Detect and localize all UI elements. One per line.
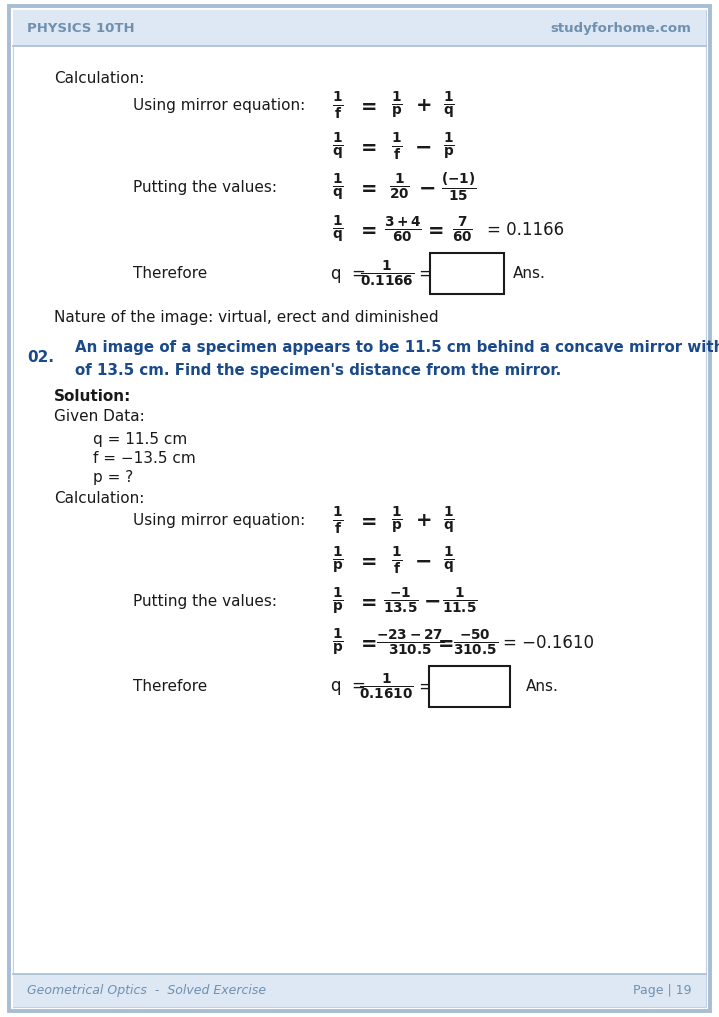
Text: $\mathbf{\frac{1}{q}}$: $\mathbf{\frac{1}{q}}$	[444, 505, 455, 536]
Bar	[13, 974, 706, 1007]
Text: $\mathbf{=}$: $\mathbf{=}$	[357, 592, 377, 610]
Text: $\mathbf{\frac{7}{60}}$: $\mathbf{\frac{7}{60}}$	[452, 215, 473, 245]
Text: Therefore: Therefore	[133, 679, 207, 694]
Bar	[429, 666, 510, 707]
Text: $\mathbf{\frac{1}{q}}$: $\mathbf{\frac{1}{q}}$	[444, 545, 455, 576]
Text: $\mathbf{+}$: $\mathbf{+}$	[415, 512, 431, 530]
Text: $\mathbf{=}$: $\mathbf{=}$	[357, 634, 377, 652]
Text: Putting the values:: Putting the values:	[133, 180, 277, 194]
Text: $\mathbf{=}$: $\mathbf{=}$	[357, 221, 377, 239]
Text: $\mathbf{\frac{1}{0.1166}}$: $\mathbf{\frac{1}{0.1166}}$	[360, 258, 414, 289]
Text: $\mathbf{\frac{1}{f}}$: $\mathbf{\frac{1}{f}}$	[391, 131, 403, 162]
Text: Solution:: Solution:	[54, 390, 132, 404]
Text: Given Data:: Given Data:	[54, 410, 145, 424]
Text: q  =: q =	[331, 677, 366, 696]
Text: $\mathbf{-}$: $\mathbf{-}$	[414, 550, 431, 571]
Text: $\mathbf{\frac{1}{f}}$: $\mathbf{\frac{1}{f}}$	[332, 91, 344, 121]
Text: Therefore: Therefore	[133, 266, 207, 281]
Text: Geometrical Optics  -  Solved Exercise: Geometrical Optics - Solved Exercise	[27, 984, 267, 997]
Text: $\mathbf{-}$: $\mathbf{-}$	[423, 591, 440, 611]
Text: studyforhome.com: studyforhome.com	[216, 417, 589, 722]
Text: $\mathbf{\frac{1}{q}}$: $\mathbf{\frac{1}{q}}$	[444, 91, 455, 121]
Text: Page | 19: Page | 19	[633, 984, 692, 997]
Text: q  =: q =	[331, 264, 366, 283]
Text: $\mathbf{=}$: $\mathbf{=}$	[357, 512, 377, 530]
Text: $\mathbf{\frac{1}{p}}$: $\mathbf{\frac{1}{p}}$	[391, 91, 403, 121]
Text: $\mathbf{=}$: $\mathbf{=}$	[434, 634, 454, 652]
Text: of 13.5 cm. Find the specimen's distance from the mirror.: of 13.5 cm. Find the specimen's distance…	[75, 363, 562, 377]
Text: PHYSICS 10TH: PHYSICS 10TH	[27, 22, 135, 35]
Text: $\mathbf{\frac{-1}{13.5}}$: $\mathbf{\frac{-1}{13.5}}$	[383, 586, 419, 616]
Text: $\mathbf{\frac{1}{p}}$: $\mathbf{\frac{1}{p}}$	[391, 505, 403, 536]
Text: $\mathbf{\frac{1}{q}}$: $\mathbf{\frac{1}{q}}$	[332, 131, 344, 162]
Text: −6.21 cm: −6.21 cm	[429, 677, 510, 696]
Bar	[430, 253, 504, 294]
Text: $\mathbf{\frac{1}{p}}$: $\mathbf{\frac{1}{p}}$	[332, 627, 344, 658]
Text: Using mirror equation:: Using mirror equation:	[133, 99, 306, 113]
Text: =: =	[418, 677, 434, 696]
Text: Ans.: Ans.	[526, 679, 559, 694]
Text: =: =	[418, 264, 434, 283]
Text: Putting the values:: Putting the values:	[133, 594, 277, 608]
Text: $\mathbf{\frac{1}{p}}$: $\mathbf{\frac{1}{p}}$	[332, 545, 344, 576]
Text: Using mirror equation:: Using mirror equation:	[133, 514, 306, 528]
Text: $\mathbf{\frac{1}{f}}$: $\mathbf{\frac{1}{f}}$	[391, 545, 403, 576]
Text: $\mathbf{\frac{1}{q}}$: $\mathbf{\frac{1}{q}}$	[332, 172, 344, 202]
Text: q = 11.5 cm: q = 11.5 cm	[93, 432, 188, 446]
Text: $\mathbf{\frac{1}{0.1610}}$: $\mathbf{\frac{1}{0.1610}}$	[360, 671, 414, 702]
Text: $\mathbf{=}$: $\mathbf{=}$	[424, 221, 444, 239]
Text: $\mathbf{-}$: $\mathbf{-}$	[414, 136, 431, 157]
Text: = 0.1166: = 0.1166	[487, 221, 564, 239]
Text: $\mathbf{=}$: $\mathbf{=}$	[357, 178, 377, 196]
Text: 02.: 02.	[27, 351, 55, 365]
Text: An image of a specimen appears to be 11.5 cm behind a concave mirror with a foca: An image of a specimen appears to be 11.…	[75, 341, 719, 355]
Text: $\mathbf{+}$: $\mathbf{+}$	[415, 97, 431, 115]
Text: $\mathbf{\frac{1}{20}}$: $\mathbf{\frac{1}{20}}$	[388, 172, 410, 202]
Text: p = ?: p = ?	[93, 471, 134, 485]
Text: Nature of the image: virtual, erect and diminished: Nature of the image: virtual, erect and …	[54, 310, 439, 324]
Text: studyforhome.com: studyforhome.com	[551, 22, 692, 35]
Text: $\mathbf{\frac{3+4}{60}}$: $\mathbf{\frac{3+4}{60}}$	[384, 215, 421, 245]
Text: $\mathbf{=}$: $\mathbf{=}$	[357, 551, 377, 570]
Text: $\mathbf{\frac{1}{q}}$: $\mathbf{\frac{1}{q}}$	[332, 215, 344, 245]
Text: Ans.: Ans.	[513, 266, 546, 281]
Text: $\mathbf{\frac{-50}{310.5}}$: $\mathbf{\frac{-50}{310.5}}$	[454, 627, 498, 658]
Text: Calculation:: Calculation:	[54, 491, 145, 505]
Bar	[13, 10, 706, 46]
Text: $\mathbf{\frac{(-1)}{15}}$: $\mathbf{\frac{(-1)}{15}}$	[441, 171, 477, 203]
Text: f = −13.5 cm: f = −13.5 cm	[93, 452, 196, 466]
Text: $\mathbf{\frac{1}{p}}$: $\mathbf{\frac{1}{p}}$	[332, 586, 344, 616]
Text: 8.57 cm: 8.57 cm	[434, 264, 500, 283]
Text: $\mathbf{\frac{1}{f}}$: $\mathbf{\frac{1}{f}}$	[332, 505, 344, 536]
Text: $\mathbf{\frac{1}{11.5}}$: $\mathbf{\frac{1}{11.5}}$	[442, 586, 478, 616]
Text: $\mathbf{=}$: $\mathbf{=}$	[357, 137, 377, 156]
Text: $\mathbf{\frac{-23-27}{310.5}}$: $\mathbf{\frac{-23-27}{310.5}}$	[376, 627, 444, 658]
Text: Calculation:: Calculation:	[54, 71, 145, 85]
Text: $\mathbf{=}$: $\mathbf{=}$	[357, 97, 377, 115]
Text: $\mathbf{-}$: $\mathbf{-}$	[418, 177, 436, 197]
Text: = −0.1610: = −0.1610	[503, 634, 595, 652]
Text: $\mathbf{\frac{1}{p}}$: $\mathbf{\frac{1}{p}}$	[444, 131, 455, 162]
